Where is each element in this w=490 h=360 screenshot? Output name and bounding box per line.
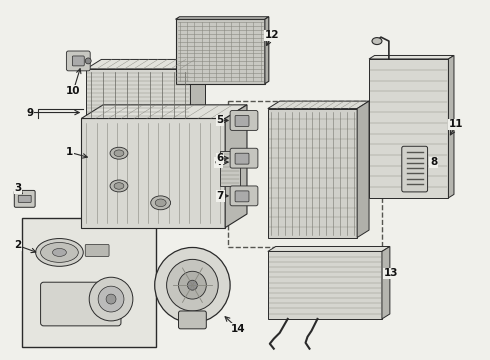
Text: 14: 14	[231, 324, 245, 334]
FancyBboxPatch shape	[85, 244, 109, 256]
Polygon shape	[369, 55, 454, 59]
Polygon shape	[175, 19, 265, 84]
Text: 13: 13	[384, 268, 398, 278]
Text: 8: 8	[430, 157, 437, 167]
Ellipse shape	[41, 243, 78, 262]
Ellipse shape	[114, 150, 124, 157]
Polygon shape	[81, 105, 247, 118]
Polygon shape	[191, 59, 205, 121]
Text: 10: 10	[66, 86, 80, 96]
FancyBboxPatch shape	[230, 186, 258, 206]
FancyBboxPatch shape	[73, 56, 84, 66]
Circle shape	[167, 260, 218, 311]
FancyBboxPatch shape	[22, 218, 156, 347]
Polygon shape	[225, 105, 247, 228]
Text: 6: 6	[217, 153, 224, 163]
Circle shape	[85, 58, 91, 64]
Polygon shape	[86, 69, 191, 121]
FancyBboxPatch shape	[14, 190, 35, 207]
Text: 5: 5	[217, 116, 224, 126]
Polygon shape	[265, 17, 269, 84]
Polygon shape	[268, 101, 369, 109]
FancyBboxPatch shape	[230, 148, 258, 168]
Text: 3: 3	[14, 183, 22, 193]
FancyBboxPatch shape	[66, 51, 90, 71]
Text: 9: 9	[26, 108, 33, 117]
Circle shape	[188, 280, 197, 290]
Polygon shape	[357, 101, 369, 238]
Circle shape	[155, 247, 230, 323]
Text: 11: 11	[449, 120, 464, 130]
Text: 1: 1	[66, 147, 73, 157]
Polygon shape	[175, 17, 269, 19]
Ellipse shape	[52, 248, 66, 256]
Polygon shape	[369, 59, 448, 198]
FancyBboxPatch shape	[235, 116, 249, 126]
Polygon shape	[86, 59, 205, 69]
Polygon shape	[268, 247, 390, 251]
Ellipse shape	[110, 147, 128, 159]
Polygon shape	[448, 55, 454, 198]
FancyBboxPatch shape	[230, 111, 258, 130]
Ellipse shape	[110, 180, 128, 192]
Polygon shape	[81, 118, 225, 228]
Circle shape	[178, 271, 206, 299]
Circle shape	[106, 294, 116, 304]
Ellipse shape	[36, 239, 83, 266]
FancyBboxPatch shape	[402, 146, 428, 192]
FancyBboxPatch shape	[228, 100, 382, 247]
FancyBboxPatch shape	[235, 191, 249, 202]
Ellipse shape	[372, 37, 382, 45]
Text: 12: 12	[265, 30, 279, 40]
Polygon shape	[268, 109, 357, 238]
Ellipse shape	[114, 183, 124, 189]
FancyBboxPatch shape	[235, 153, 249, 164]
FancyBboxPatch shape	[41, 282, 121, 326]
Polygon shape	[382, 247, 390, 319]
Text: 7: 7	[217, 191, 224, 201]
Ellipse shape	[151, 196, 171, 210]
FancyBboxPatch shape	[178, 311, 206, 329]
Circle shape	[98, 286, 124, 312]
Text: 4: 4	[215, 157, 222, 167]
FancyBboxPatch shape	[18, 195, 31, 202]
Ellipse shape	[155, 199, 166, 207]
FancyBboxPatch shape	[220, 151, 240, 186]
Polygon shape	[268, 251, 382, 319]
Circle shape	[89, 277, 133, 321]
Text: 2: 2	[14, 240, 22, 251]
